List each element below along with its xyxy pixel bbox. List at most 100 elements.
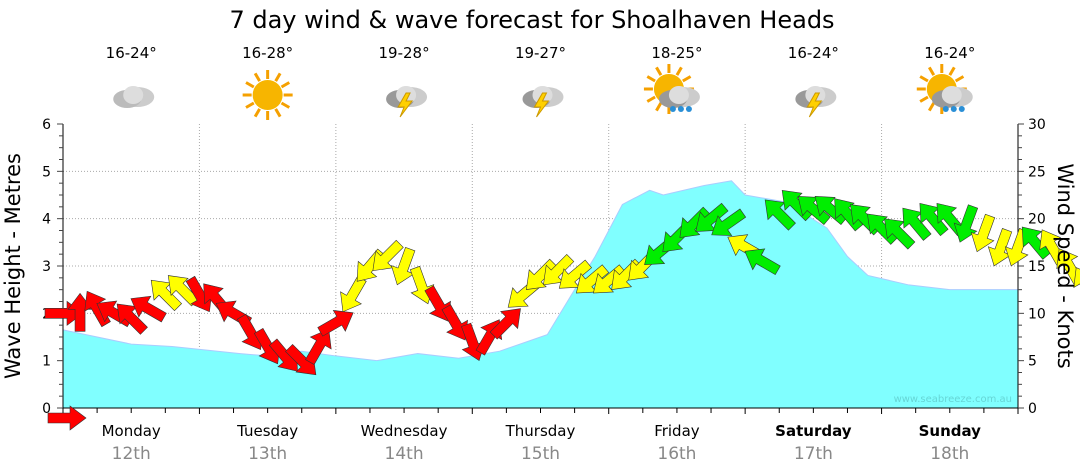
y2-tick-label: 15 bbox=[1028, 259, 1046, 275]
day-label: Saturday bbox=[775, 422, 852, 440]
sun-ray bbox=[245, 81, 255, 89]
wind-arrow bbox=[130, 295, 167, 323]
sun-ray bbox=[245, 101, 255, 109]
cloud bbox=[123, 86, 144, 104]
sun-ray bbox=[253, 108, 261, 118]
wind-arrow bbox=[390, 246, 416, 286]
sun-ray bbox=[655, 66, 663, 76]
lightning bbox=[806, 92, 823, 118]
wind-arrow bbox=[711, 208, 747, 236]
wind-arrow bbox=[970, 213, 996, 253]
sun-ray bbox=[646, 75, 656, 83]
date-label: 12th bbox=[112, 444, 151, 464]
y2-tick-label: 25 bbox=[1028, 164, 1046, 180]
rain-drop bbox=[685, 106, 692, 112]
wind-arrow bbox=[150, 279, 183, 312]
wind-arrow bbox=[593, 264, 627, 294]
sun-ray bbox=[253, 72, 261, 82]
day-label: Friday bbox=[654, 422, 700, 440]
weather-storm-icon bbox=[795, 86, 837, 118]
wind-arrow bbox=[116, 303, 148, 335]
rain-drop bbox=[958, 106, 965, 112]
weather-sunny-icon bbox=[242, 70, 293, 120]
sun-ray bbox=[954, 75, 965, 83]
temperature-range: 16-24° bbox=[924, 44, 975, 62]
rain-drop bbox=[677, 106, 684, 112]
wind-arrow bbox=[543, 254, 575, 286]
wind-arrow bbox=[764, 199, 796, 231]
y2-tick-label: 10 bbox=[1028, 306, 1046, 322]
y-tick-label: 1 bbox=[42, 354, 51, 370]
wind-arrow bbox=[305, 328, 332, 365]
sun bbox=[252, 80, 283, 110]
sun-ray bbox=[274, 108, 282, 118]
sun-ray bbox=[675, 66, 683, 76]
temperature-range: 16-28° bbox=[242, 44, 293, 62]
sun-ray bbox=[919, 75, 929, 83]
date-label: 17th bbox=[794, 444, 833, 464]
y-tick-label: 6 bbox=[42, 117, 51, 133]
wind-arrow bbox=[884, 218, 916, 250]
y2-tick-label: 0 bbox=[1028, 401, 1037, 417]
temperature-range: 18-25° bbox=[651, 44, 702, 62]
date-label: 18th bbox=[930, 444, 969, 464]
sun-ray bbox=[919, 95, 929, 103]
date-label: 13th bbox=[248, 444, 287, 464]
weather-storm-icon bbox=[522, 86, 564, 118]
weather-sun-rain-icon bbox=[916, 64, 973, 114]
wind-arrow bbox=[489, 308, 521, 340]
watermark: www.seabreeze.com.au bbox=[894, 394, 1012, 405]
wind-arrow bbox=[797, 196, 831, 226]
day-label: Sunday bbox=[919, 422, 982, 440]
temperature-range: 19-28° bbox=[379, 44, 430, 62]
wind-arrow bbox=[744, 248, 781, 276]
lightning bbox=[397, 92, 414, 118]
sun-ray bbox=[927, 102, 936, 112]
sun-ray bbox=[682, 75, 692, 83]
wind-arrow bbox=[340, 275, 367, 313]
rain-drop bbox=[950, 106, 957, 112]
y2-tick-label: 30 bbox=[1028, 117, 1046, 133]
cloud bbox=[668, 86, 689, 104]
wind-arrow bbox=[987, 228, 1013, 267]
sun-ray bbox=[655, 102, 663, 112]
wind-arrow bbox=[558, 259, 593, 289]
wind-arrow bbox=[902, 207, 932, 241]
y2-tick-label: 5 bbox=[1028, 354, 1037, 370]
wind-arrow bbox=[317, 310, 354, 337]
y2-axis-label: Wind Speed - Knots bbox=[1053, 163, 1077, 368]
y-tick-label: 4 bbox=[42, 212, 51, 228]
y-tick-label: 0 bbox=[42, 401, 51, 417]
y-tick-label: 3 bbox=[42, 259, 51, 275]
wind-arrow bbox=[441, 304, 468, 341]
temperature-range: 16-24° bbox=[106, 44, 157, 62]
temperature-range: 19-27° bbox=[515, 44, 566, 62]
weather-sun-rain-icon bbox=[643, 64, 700, 114]
day-label: Wednesday bbox=[361, 422, 448, 440]
lightning bbox=[533, 92, 550, 118]
wind-arrow bbox=[575, 264, 610, 294]
rain-drop bbox=[942, 106, 949, 112]
day-label: Tuesday bbox=[236, 422, 298, 440]
wind-arrow bbox=[1073, 267, 1080, 304]
sun-ray bbox=[274, 72, 282, 82]
cloud bbox=[941, 86, 962, 104]
sun-ray bbox=[927, 66, 936, 76]
wind-arrow bbox=[695, 202, 729, 232]
day-label: Thursday bbox=[505, 422, 576, 440]
wind-arrow bbox=[372, 239, 404, 272]
chart-title: 7 day wind & wave forecast for Shoalhave… bbox=[229, 6, 834, 34]
date-label: 16th bbox=[657, 444, 696, 464]
temperature-range: 16-24° bbox=[788, 44, 839, 62]
wind-arrow bbox=[526, 258, 558, 290]
sun-ray bbox=[280, 101, 291, 109]
y2-tick-label: 20 bbox=[1028, 212, 1046, 228]
sun-ray bbox=[948, 66, 956, 76]
day-label: Monday bbox=[102, 422, 161, 440]
date-label: 14th bbox=[385, 444, 424, 464]
y-tick-label: 5 bbox=[42, 164, 51, 180]
wind-arrow bbox=[47, 405, 87, 431]
date-label: 15th bbox=[521, 444, 560, 464]
